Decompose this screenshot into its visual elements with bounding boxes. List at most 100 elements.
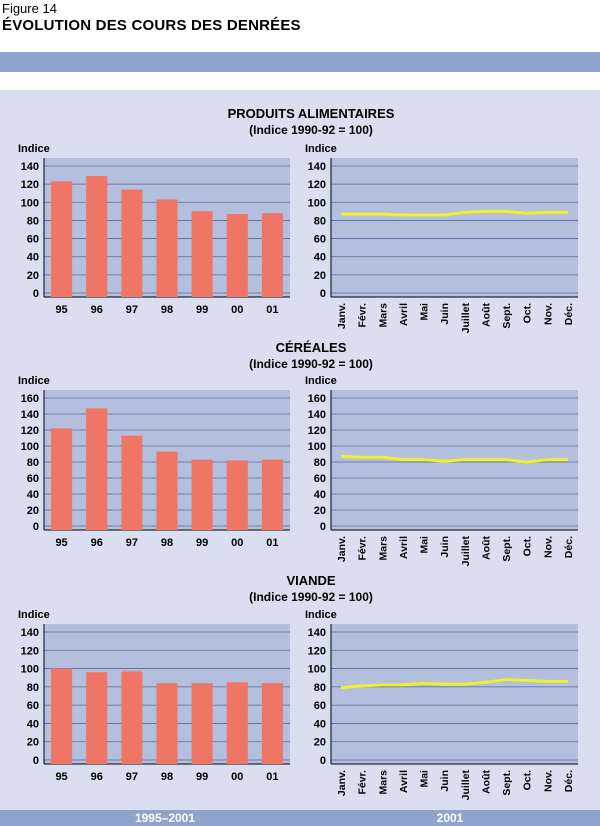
- line-chart-2-x-tick-label: Nov.: [542, 536, 554, 558]
- bar-chart-1-x-tick-label: 95: [55, 304, 67, 316]
- bar-chart-2-x-tick-label: 96: [91, 537, 103, 549]
- bar-chart-3-y-tick-label: 60: [27, 700, 39, 712]
- bar-chart-1-y-tick-label: 40: [27, 252, 39, 264]
- bar-chart-3-x-tick-label: 97: [126, 771, 138, 783]
- bar-chart-2-x-tick-label: 97: [126, 537, 138, 549]
- section-title: CÉRÉALES: [276, 340, 347, 355]
- line-chart-1-y-tick-label: 120: [308, 179, 326, 191]
- bar-chart-2-y-tick-label: 140: [21, 409, 39, 421]
- bar-chart-2-y-tick-label: 20: [27, 505, 39, 517]
- line-chart-3-x-tick-label: Juin: [439, 770, 451, 792]
- bar-chart-2-y-tick-label: 80: [27, 457, 39, 469]
- bar-chart-3-y-tick-label: 80: [27, 682, 39, 694]
- line-chart-3-y-tick-label: 140: [308, 627, 326, 639]
- line-chart-1-x-tick-label: Mai: [419, 303, 431, 321]
- line-chart-2-x-tick-label: Juin: [439, 536, 451, 558]
- bar-chart-3-x-tick-label: 95: [55, 771, 67, 783]
- bar-chart-2-x-tick-label: 95: [55, 537, 67, 549]
- bar-chart-1-y-tick-label: 120: [21, 179, 39, 191]
- bar-chart-1-y-tick-label: 100: [21, 197, 39, 209]
- bar-chart-1-y-tick-label: 140: [21, 161, 39, 173]
- bar-chart-1-y-tick-label: 80: [27, 215, 39, 227]
- bar-chart-1-bar: [86, 175, 108, 297]
- bar-chart-3-x-tick-label: 99: [196, 771, 208, 783]
- bar-chart-1-x-tick-label: 99: [196, 304, 208, 316]
- bar-chart-2-bar: [261, 459, 283, 530]
- line-chart-1-y-tick-label: 140: [308, 161, 326, 173]
- line-chart-1-x-tick-label: Mars: [377, 303, 389, 328]
- line-chart-1-y-tick-label: 60: [314, 234, 326, 246]
- bar-chart-1-x-tick-label: 98: [161, 304, 173, 316]
- bar-chart-2-y-tick-label: 0: [33, 521, 39, 533]
- line-chart-2-y-tick-label: 40: [314, 489, 326, 501]
- line-chart-2-x-tick-label: Avril: [398, 536, 410, 559]
- line-chart-2-y-axis-label: Indice: [305, 375, 337, 387]
- bar-chart-2-y-tick-label: 120: [21, 425, 39, 437]
- bar-chart-3-bar: [191, 683, 213, 764]
- line-chart-2-x-tick-label: Janv.: [336, 536, 348, 562]
- line-chart-3-x-tick-label: Mai: [419, 770, 431, 788]
- line-chart-1-y-tick-label: 20: [314, 270, 326, 282]
- line-chart-1-plot-area: [331, 158, 578, 297]
- bar-chart-3-bar: [226, 682, 248, 764]
- section-subtitle: (Indice 1990-92 = 100): [249, 357, 373, 371]
- line-chart-1-y-tick-label: 100: [308, 197, 326, 209]
- bar-chart-1-bar: [226, 214, 248, 297]
- line-chart-3-y-axis-label: Indice: [305, 609, 337, 621]
- bar-chart-3-bar: [51, 668, 73, 764]
- bar-chart-3-x-tick-label: 96: [91, 771, 103, 783]
- bar-chart-3-y-tick-label: 40: [27, 718, 39, 730]
- line-chart-1-y-axis-label: Indice: [305, 143, 337, 155]
- bar-chart-3-x-tick-label: 98: [161, 771, 173, 783]
- header-bar: [0, 52, 600, 72]
- line-chart-1-x-tick-label: Avril: [398, 303, 410, 326]
- line-chart-2-y-tick-label: 100: [308, 441, 326, 453]
- line-chart-3-y-tick-label: 20: [314, 737, 326, 749]
- line-chart-3-series-line: [340, 678, 568, 690]
- bar-chart-1-y-tick-label: 60: [27, 234, 39, 246]
- line-chart-3-y-tick-label: 120: [308, 645, 326, 657]
- bar-chart-1-bar: [156, 199, 178, 297]
- line-chart-1-x-tick-label: Juillet: [460, 302, 472, 333]
- bar-chart-2-y-tick-label: 60: [27, 473, 39, 485]
- footer-label-year: 2001: [436, 811, 464, 825]
- line-chart-1-x-tick-label: Janv.: [336, 303, 348, 329]
- line-chart-3-x-tick-label: Août: [480, 770, 492, 794]
- bar-chart-2-bar: [121, 435, 143, 530]
- line-chart-1-y-tick-label: 40: [314, 252, 326, 264]
- bar-chart-3-x-tick-label: 00: [231, 771, 243, 783]
- line-chart-1-x-tick-label: Févr.: [357, 303, 369, 328]
- line-chart-1-x-tick-label: Nov.: [542, 303, 554, 325]
- bar-chart-3-y-tick-label: 120: [21, 645, 39, 657]
- line-chart-3-y-tick-label: 60: [314, 700, 326, 712]
- line-chart-2-x-tick-label: Déc.: [563, 536, 575, 558]
- line-chart-2-x-tick-label: Févr.: [357, 536, 369, 561]
- bar-chart-2-x-tick-label: 98: [161, 537, 173, 549]
- bar-chart-2-y-tick-label: 160: [21, 393, 39, 405]
- bar-chart-1-y-axis-label: Indice: [18, 143, 50, 155]
- bar-chart-3-y-tick-label: 20: [27, 737, 39, 749]
- section-title: PRODUITS ALIMENTAIRES: [228, 106, 395, 121]
- section-subtitle: (Indice 1990-92 = 100): [249, 123, 373, 137]
- line-chart-2-y-tick-label: 60: [314, 473, 326, 485]
- bar-chart-1-x-tick-label: 96: [91, 304, 103, 316]
- bar-chart-3-bar: [156, 683, 178, 764]
- charts-svg: PRODUITS ALIMENTAIRES (Indice 1990-92 = 1…: [18, 106, 578, 800]
- line-chart-3-x-tick-label: Janv.: [336, 770, 348, 796]
- line-chart-3-x-tick-label: Avril: [398, 770, 410, 793]
- line-chart-2-y-tick-label: 80: [314, 457, 326, 469]
- line-chart-1-x-tick-label: Juin: [439, 303, 451, 325]
- bar-chart-3-y-tick-label: 140: [21, 627, 39, 639]
- bar-chart-3-x-tick-label: 01: [266, 771, 278, 783]
- line-chart-3-y-tick-label: 40: [314, 718, 326, 730]
- line-chart-2-y-tick-label: 140: [308, 409, 326, 421]
- line-chart-1-x-tick-label: Sept.: [501, 303, 513, 329]
- bar-chart-2-y-axis-label: Indice: [18, 375, 50, 387]
- bar-chart-1-y-tick-label: 20: [27, 270, 39, 282]
- line-chart-1-y-tick-label: 80: [314, 215, 326, 227]
- line-chart-1-x-tick-label: Déc.: [563, 303, 575, 325]
- bar-chart-2-x-tick-label: 99: [196, 537, 208, 549]
- bar-chart-1-bar: [261, 213, 283, 297]
- line-chart-1-y-tick-label: 0: [320, 288, 326, 300]
- line-chart-3-x-tick-label: Juillet: [460, 769, 472, 800]
